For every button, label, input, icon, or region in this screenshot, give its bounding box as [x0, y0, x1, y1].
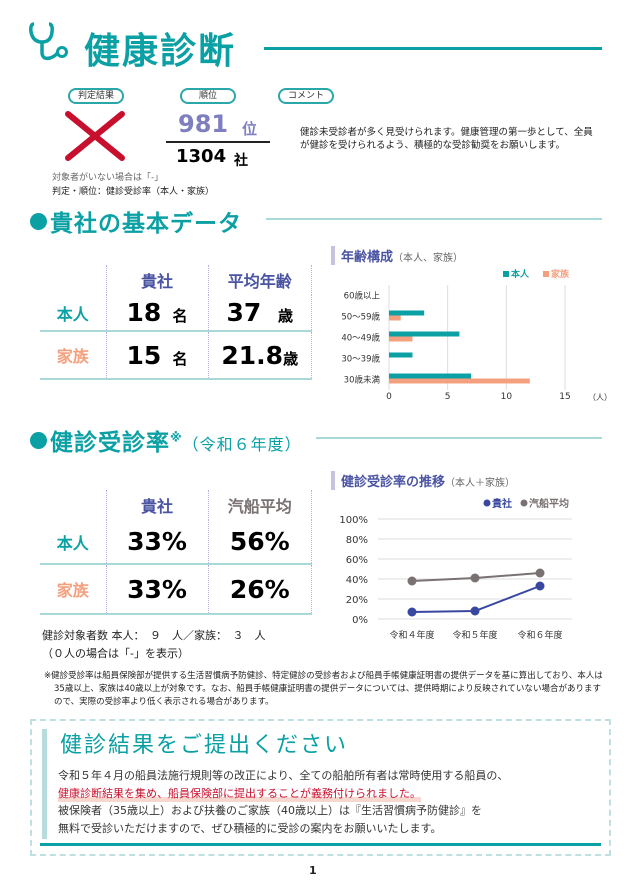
section-rule	[266, 218, 602, 220]
legend-marker	[483, 499, 491, 507]
bullet-icon	[30, 213, 47, 230]
table-row: 家族 33% 26%	[40, 564, 312, 614]
bar-honnin	[389, 352, 413, 358]
y-tick-label: 60%	[346, 555, 368, 566]
footnote: ※健診受診率は船員保険部が提供する生活習慣病予防健診、特定健診の受診者および船員…	[44, 671, 603, 707]
legend-label: 本人	[511, 268, 530, 280]
comment-text: 健診未受診者が多く見受けられます。健康管理の第一歩として、全員が健診を受けられる…	[300, 127, 593, 151]
cross-mark-icon	[65, 111, 125, 161]
notice-line4: 無料で受診いただけますので、ぜひ積極的に受診の案内をお願いいたします。	[58, 821, 442, 835]
y-tick-label: 0%	[352, 615, 368, 626]
table-row: 本人 33% 56%	[40, 520, 312, 564]
x-tick-label: 0	[386, 392, 392, 402]
data-point	[470, 606, 480, 616]
rank-value: 981	[178, 110, 229, 138]
y-category-label: 30歳未満	[344, 375, 381, 386]
data-point	[470, 573, 480, 583]
legend-label: 家族	[551, 268, 570, 280]
notice-line2: 健康診断結果を集め、船員保険部に提出することが義務付けられました。	[58, 784, 421, 802]
section-basic-title: 貴社の基本データ	[30, 204, 242, 238]
bar-honnin	[389, 373, 472, 379]
x-tick-label: 15	[559, 392, 570, 402]
notice-bar	[42, 729, 47, 839]
y-tick-label: 80%	[346, 535, 368, 546]
y-tick-label: 100%	[339, 515, 368, 526]
x-tick-label: 10	[501, 392, 513, 402]
fraction-line	[166, 141, 270, 143]
rank-unit: 位	[242, 120, 258, 138]
age-bar-chart: 0 5 10 15 （人） 60歳以上 50～59歳 40～49歳 30～39歳 30歳未満 本人 家…	[341, 268, 612, 402]
table-row: 家族 15 名 21.8歳	[40, 331, 312, 379]
legend-swatch-kazoku	[543, 271, 549, 277]
rate-line-chart: 0% 20% 40% 60% 80% 100% 令和４年度 令和５年度 令和６年度 貴社 汽船平均	[339, 497, 572, 641]
notice-box: 健診結果をご提出ください 令和５年４月の船員法施行規則等の改正により、全ての船舶…	[30, 719, 611, 856]
x-tick-label: 令和５年度	[452, 629, 497, 641]
rank-label: 順位	[180, 88, 236, 104]
total-value: 1304	[176, 146, 227, 167]
data-point	[407, 607, 417, 617]
bullet-icon	[30, 432, 47, 449]
bar-kazoku	[389, 378, 530, 384]
page-number: 1	[309, 864, 317, 877]
legend-label: 汽船平均	[529, 497, 569, 510]
table-row: 本人 18 名 37 歳	[40, 295, 312, 331]
legend-marker	[520, 499, 528, 507]
data-point	[535, 581, 545, 591]
legend-swatch-honnin	[503, 271, 509, 277]
stethoscope-icon	[29, 22, 68, 61]
rate-table: 貴社 汽船平均 本人 33% 56% 家族 33% 26%	[40, 490, 312, 615]
x-tick-label: 令和６年度	[517, 629, 562, 641]
page-title: 健康診断	[84, 31, 237, 72]
target-counts: 健診対象者数 本人： ９ 人／家族： ３ 人	[42, 629, 266, 642]
data-point	[535, 568, 545, 578]
rate-chart-title: 健診受診率の推移（本人＋家族）	[331, 471, 515, 490]
note-basis: 判定・順位：健診受診率（本人・家族）	[52, 187, 215, 197]
bar-honnin	[389, 331, 460, 337]
section-rate-title: 健診受診率※（令和６年度）	[30, 423, 302, 457]
y-category-label: 50～59歳	[341, 312, 380, 323]
y-category-label: 40～49歳	[341, 333, 380, 344]
notice-line1: 令和５年４月の船員法施行規則等の改正により、全ての船舶所有者は常時使用する船員の…	[58, 769, 509, 782]
legend-label: 貴社	[492, 497, 512, 510]
x-tick-label: 5	[445, 392, 451, 402]
data-point	[407, 576, 417, 586]
total-unit: 社	[234, 153, 248, 169]
notice-rule	[40, 843, 601, 846]
y-tick-label: 20%	[346, 595, 368, 606]
y-category-label: 30～39歳	[341, 354, 380, 365]
x-unit-label: （人）	[588, 393, 612, 402]
title-rule	[264, 47, 602, 50]
notice-line3: 被保険者（35歳以上）および扶養のご家族（40歳以上）は『生活習慣病予防健診』を	[58, 804, 482, 817]
y-tick-label: 40%	[346, 575, 368, 586]
bar-kazoku	[389, 315, 401, 321]
comment-label: コメント	[278, 88, 334, 104]
age-chart-title: 年齢構成（本人、家族）	[331, 246, 463, 265]
y-category-label: 60歳以上	[344, 291, 381, 302]
note-empty: 対象者がいない場合は「-」	[52, 173, 164, 183]
basic-data-table: 貴社 平均年齢 本人 18 名 37 歳 家族 15 名 21.8歳	[40, 265, 312, 380]
section-rule	[316, 437, 602, 439]
judgement-label: 判定結果	[68, 88, 124, 104]
bar-honnin	[389, 310, 425, 316]
target-note: （０人の場合は「-」を表示）	[42, 647, 189, 660]
notice-title: 健診結果をご提出ください	[60, 733, 349, 758]
bar-kazoku	[389, 336, 413, 342]
x-tick-label: 令和４年度	[389, 629, 434, 641]
